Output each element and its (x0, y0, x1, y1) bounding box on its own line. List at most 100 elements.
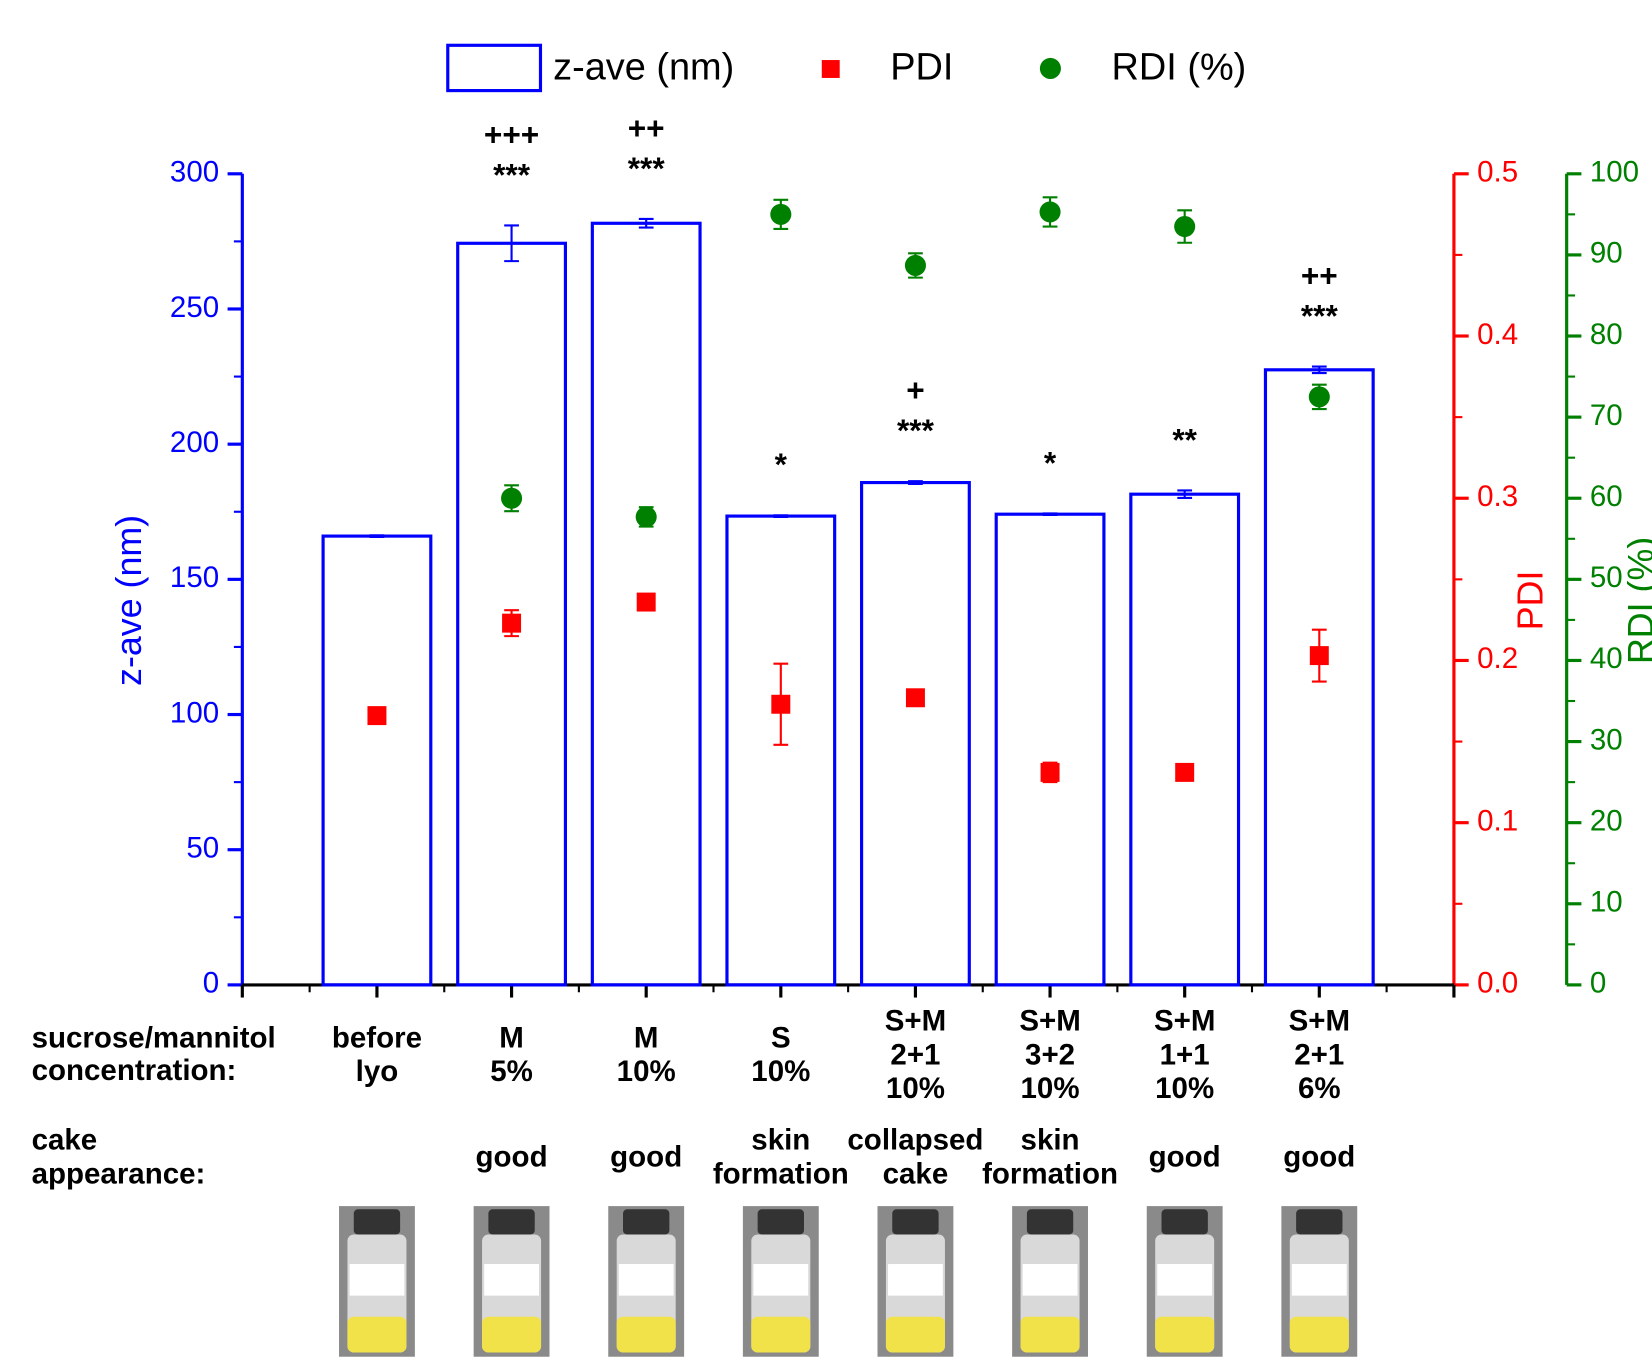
annotation: ** (1172, 421, 1197, 457)
x-tick-label: S+M (885, 1005, 946, 1038)
vial-cap (488, 1209, 534, 1234)
cake-label: skin (751, 1124, 810, 1157)
x-tick-label: 1+1 (1160, 1038, 1210, 1071)
annotation: *** (1301, 297, 1339, 333)
vial-label (1292, 1264, 1347, 1296)
y-tick-label: 70 (1590, 399, 1623, 432)
annotation: * (1044, 444, 1057, 480)
row-label: concentration: (32, 1054, 237, 1087)
vial-photo (1012, 1206, 1088, 1357)
y-tick-label: 150 (170, 561, 219, 594)
annotation: *** (493, 156, 531, 192)
bar (1131, 494, 1239, 985)
y-tick-label: 80 (1590, 318, 1623, 351)
vial-cap (1162, 1209, 1208, 1234)
vial-cake (751, 1317, 810, 1353)
x-tick-label: lyo (356, 1055, 399, 1088)
vial-cake (1155, 1317, 1214, 1353)
annotation: *** (628, 150, 666, 186)
vial-cake (347, 1317, 406, 1353)
y-tick-label: 10 (1590, 886, 1623, 919)
y-tick-label: 0 (203, 967, 219, 1000)
cake-label: formation (713, 1157, 849, 1190)
x-tick-label: 3+2 (1025, 1038, 1075, 1071)
chart: sucrose/mannitol concentration: cake app… (0, 0, 1652, 1362)
vial-label (1023, 1264, 1078, 1296)
y-tick-label: 50 (186, 832, 219, 865)
error-bar (370, 535, 385, 537)
y-tick-label: 40 (1590, 642, 1623, 675)
legend-swatch (822, 60, 840, 78)
y-tick-label: 200 (170, 426, 219, 459)
bar (996, 514, 1104, 985)
annotation: + (906, 372, 924, 408)
x-tick-label: 10% (1021, 1072, 1080, 1105)
point (1175, 763, 1194, 782)
vial-cake (1290, 1317, 1349, 1353)
point (637, 593, 656, 612)
vial-photo (1281, 1206, 1357, 1357)
row-label: sucrose/mannitol (32, 1021, 276, 1054)
legend-label: RDI (%) (1112, 47, 1247, 89)
bar (727, 516, 835, 985)
vial-photo (878, 1206, 954, 1357)
row-label: cake (32, 1124, 98, 1157)
annotation: *** (897, 412, 935, 448)
bar (862, 483, 970, 985)
vial-cap (758, 1209, 804, 1234)
vial-label (888, 1264, 943, 1296)
annotation: * (775, 446, 788, 482)
vial-cap (623, 1209, 669, 1234)
y-tick-label: 0.2 (1477, 642, 1518, 675)
y-tick-label: 60 (1590, 480, 1623, 513)
cake-label: good (1149, 1140, 1221, 1173)
vial-photo (1147, 1206, 1223, 1357)
axis-title: RDI (%) (1621, 537, 1652, 664)
y-tick-label: 0.1 (1477, 804, 1518, 837)
point (906, 688, 925, 707)
y-tick-label: 50 (1590, 561, 1623, 594)
cake-label: formation (982, 1157, 1118, 1190)
y-tick-label: 0.3 (1477, 480, 1518, 513)
cake-label: collapsed (847, 1124, 983, 1157)
x-tick-label: S+M (1019, 1005, 1080, 1038)
y-tick-label: 0.5 (1477, 156, 1518, 189)
vial-cap (1296, 1209, 1342, 1234)
vial-cake (886, 1317, 945, 1353)
vial-photo (608, 1206, 684, 1357)
cake-label: good (476, 1140, 548, 1173)
vial-photo (474, 1206, 550, 1357)
vial-photo (339, 1206, 415, 1357)
legend-swatch (448, 45, 541, 90)
vial-label (619, 1264, 674, 1296)
y-tick-label: 90 (1590, 237, 1623, 270)
legend-swatch (1040, 58, 1061, 79)
vial-cap (892, 1209, 938, 1234)
vial-label (350, 1264, 405, 1296)
cake-label: skin (1021, 1124, 1080, 1157)
annotation: +++ (484, 116, 539, 152)
axis-title: PDI (1510, 571, 1550, 631)
axis-title: z-ave (nm) (109, 515, 149, 686)
error-bar (1043, 513, 1058, 515)
y-tick-label: 0 (1590, 967, 1606, 1000)
vial-cake (1021, 1317, 1080, 1353)
annotation: ++ (628, 110, 665, 146)
x-tick-label: 10% (1155, 1072, 1214, 1105)
x-tick-label: 10% (751, 1055, 810, 1088)
vial-cake (482, 1317, 541, 1353)
cake-label: good (610, 1140, 682, 1173)
vial-cap (1027, 1209, 1073, 1234)
y-tick-label: 20 (1590, 804, 1623, 837)
y-tick-label: 30 (1590, 723, 1623, 756)
vial-label (484, 1264, 539, 1296)
vial-label (753, 1264, 808, 1296)
x-tick-label: 2+1 (1294, 1038, 1344, 1071)
cake-label: cake (883, 1157, 949, 1190)
point (367, 706, 386, 725)
vial-cap (354, 1209, 400, 1234)
vial-photo (743, 1206, 819, 1357)
x-tick-label: M (634, 1021, 659, 1054)
vial-label (1157, 1264, 1212, 1296)
y-tick-label: 0.4 (1477, 318, 1518, 351)
